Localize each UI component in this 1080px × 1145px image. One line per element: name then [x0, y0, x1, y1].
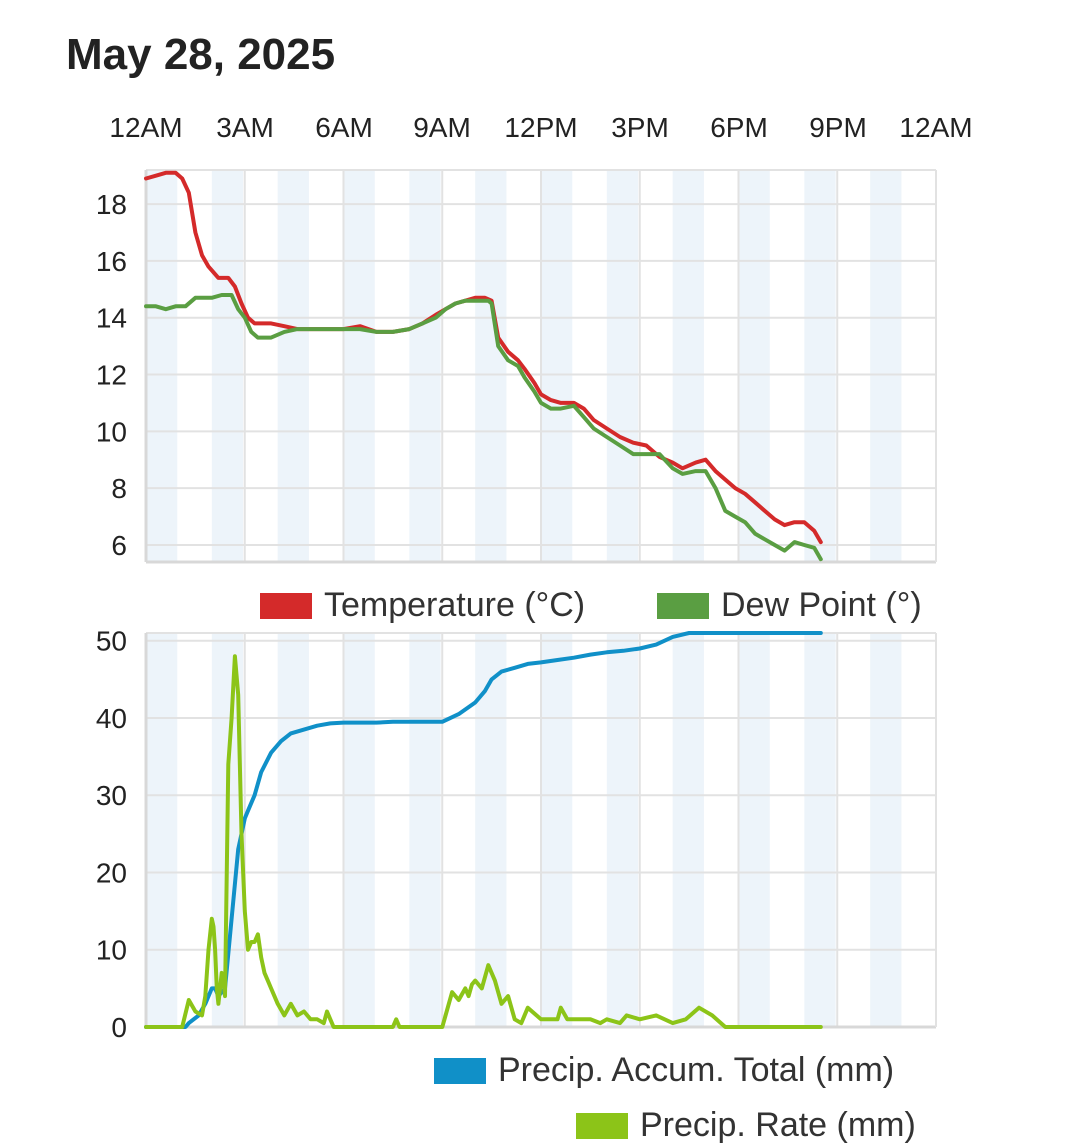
legend-temperature: Temperature (°C)	[260, 586, 585, 625]
precip-band-3	[343, 633, 375, 1027]
time-label-3am: 3AM	[216, 112, 274, 143]
precip-band-7	[606, 633, 639, 1027]
time-label-12pm: 12PM	[504, 112, 578, 143]
precip-band-0	[146, 633, 178, 1027]
time-label-12am: 12AM	[109, 112, 183, 143]
precip-accum-swatch	[434, 1057, 486, 1084]
temp-band-0	[146, 170, 178, 562]
temp-ytick-14: 14	[96, 303, 127, 334]
temp-ytick-18: 18	[96, 189, 127, 220]
temp-band-1	[211, 170, 244, 562]
dew-point-swatch	[657, 592, 709, 619]
temp-ytick-6: 6	[111, 530, 127, 561]
legend-dew-point: Dew Point (°)	[657, 586, 922, 625]
legend-dew-point-label: Dew Point (°)	[721, 586, 922, 624]
temp-ytick-12: 12	[96, 360, 127, 391]
time-label-12am-end: 12AM	[899, 112, 973, 143]
precip-ytick-40: 40	[96, 703, 127, 734]
precip-band-10	[804, 633, 836, 1027]
temp-band-11	[870, 170, 902, 562]
time-label-9am: 9AM	[413, 112, 471, 143]
temp-series-temperature	[144, 170, 823, 545]
precip-ytick-20: 20	[96, 857, 127, 888]
time-label-6am: 6AM	[315, 112, 373, 143]
precip-ytick-10: 10	[96, 935, 127, 966]
precip-rate-swatch	[576, 1112, 628, 1139]
time-label-9pm: 9PM	[809, 112, 867, 143]
legend-precip-accum: Precip. Accum. Total (mm)	[434, 1051, 894, 1090]
time-axis: 12AM 3AM 6AM 9AM 12PM 3PM 6PM 9PM 12AM	[0, 112, 1080, 156]
legend-precip-accum-label: Precip. Accum. Total (mm)	[498, 1051, 895, 1089]
temp-ytick-10: 10	[96, 416, 127, 447]
time-label-6pm: 6PM	[710, 112, 768, 143]
temp-band-6	[541, 170, 573, 562]
precip-band-6	[541, 633, 573, 1027]
precipitation-chart: 0 10 20 30 40 50	[96, 626, 937, 1043]
legend-precip-rate-label: Precip. Rate (mm)	[640, 1106, 916, 1144]
temp-band-5	[475, 170, 507, 562]
precip-band-4	[409, 633, 441, 1027]
temperature-swatch	[260, 592, 312, 619]
temp-band-3	[343, 170, 375, 562]
legend-precip-rate: Precip. Rate (mm)	[576, 1106, 916, 1145]
temp-band-7	[606, 170, 639, 562]
temperature-dewpoint-chart: 6 8 10 12 14 16 18	[96, 169, 937, 564]
precip-series-precip-rate	[144, 654, 823, 1029]
precip-band-2	[277, 633, 309, 1027]
precip-band-8	[672, 633, 704, 1027]
temp-series-dew-point	[144, 293, 823, 562]
date-title: May 28, 2025	[66, 30, 336, 79]
temp-band-4	[409, 170, 441, 562]
precip-band-9	[738, 633, 770, 1027]
temp-ytick-8: 8	[111, 473, 127, 504]
precip-ytick-30: 30	[96, 780, 127, 811]
legend-temperature-label: Temperature (°C)	[324, 586, 586, 624]
temp-band-9	[738, 170, 770, 562]
temp-ytick-16: 16	[96, 246, 127, 277]
precip-band-11	[870, 633, 902, 1027]
temp-band-2	[277, 170, 309, 562]
precip-ytick-0: 0	[111, 1012, 127, 1043]
time-label-3pm: 3PM	[611, 112, 669, 143]
temp-band-10	[804, 170, 836, 562]
precip-ytick-50: 50	[96, 626, 127, 657]
temp-band-8	[672, 170, 704, 562]
